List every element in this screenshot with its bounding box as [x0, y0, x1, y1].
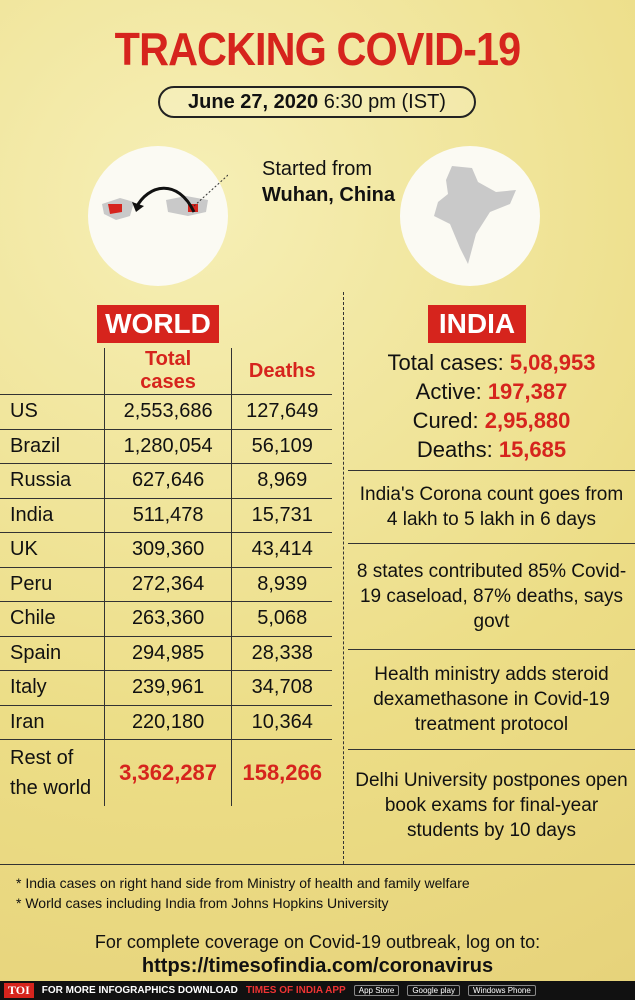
store-badge[interactable]: App Store — [353, 985, 400, 996]
world-map — [102, 165, 239, 220]
table-row: US 2,553,686 127,649 — [0, 394, 332, 430]
table-row: Russia 627,646 8,969 — [0, 463, 332, 499]
india-stats: Total cases: 5,08,953 Active: 197,387 Cure… — [348, 348, 635, 464]
table-row: Iran 220,180 10,364 — [0, 705, 332, 740]
header-row: Total cases Deaths — [0, 348, 332, 395]
stat: Active: 197,387 — [348, 377, 635, 406]
store-badge[interactable]: Windows Phone — [468, 985, 536, 996]
country: Spain — [0, 636, 105, 671]
india-map — [434, 166, 516, 264]
country: Italy — [0, 670, 105, 706]
origin: Started from Wuhan, China — [262, 156, 395, 208]
stat-value: 197,387 — [487, 379, 568, 404]
stat-value: 2,95,880 — [484, 408, 571, 433]
footnote: * World cases including India from Johns… — [16, 895, 389, 911]
footnotes: * India cases on right hand side from Mi… — [0, 864, 635, 913]
cell: 10,364 — [231, 705, 332, 740]
stat-label: Deaths: — [416, 437, 493, 462]
stat-value: 5,08,953 — [509, 350, 596, 375]
stat-value: 15,685 — [498, 437, 567, 462]
india-map-circle — [400, 146, 540, 286]
stat-label: Active: — [415, 379, 482, 404]
cell: 15,731 — [231, 498, 332, 533]
world-label: WORLD — [97, 305, 219, 343]
country: Rest of the world — [10, 746, 92, 799]
rest-row: Rest of the world 3,362,287 158,266 — [0, 739, 332, 806]
cell: 5,068 — [231, 601, 332, 637]
origin-place: Wuhan, China — [262, 184, 395, 206]
country: Peru — [0, 567, 105, 602]
footnote: * India cases on right hand side from Mi… — [16, 875, 470, 891]
coverage: For complete coverage on Covid-19 outbre… — [94, 932, 541, 952]
cell: 220,180 — [103, 705, 232, 740]
cell: 28,338 — [231, 636, 332, 671]
stat-label: Cured: — [412, 408, 479, 433]
world-map-circle — [88, 146, 239, 286]
world-table-body: Total cases Deaths US 2,553,686 127,649 Braz… — [0, 348, 332, 806]
cell: 158,266 — [231, 739, 332, 806]
footer: For complete coverage on Covid-19 outbre… — [0, 930, 635, 978]
bottom-bar: TOI FOR MORE INFOGRAPHICS DOWNLOAD TIMES… — [0, 981, 635, 1000]
stat: Cured: 2,95,880 — [348, 406, 635, 435]
cell: 294,985 — [103, 636, 232, 671]
world-table: Total cases Deaths US 2,553,686 127,649 Braz… — [0, 348, 332, 806]
india-label: INDIA — [428, 305, 526, 343]
cell: 8,969 — [231, 463, 332, 499]
stat: Total cases: 5,08,953 — [348, 348, 635, 377]
cell: 3,362,287 — [103, 739, 232, 806]
cell: 239,961 — [103, 670, 232, 706]
cell: 34,708 — [231, 670, 332, 706]
cell: 2,553,686 — [103, 394, 232, 430]
table-row: Peru 272,364 8,939 — [0, 567, 332, 602]
stat-label: Total cases: — [387, 350, 504, 375]
stat: Deaths: 15,685 — [348, 435, 635, 464]
cell: 1,280,054 — [103, 429, 232, 464]
table-row: Chile 263,360 5,068 — [0, 601, 332, 637]
table-row: Brazil 1,280,054 56,109 — [0, 429, 332, 464]
app-name[interactable]: TIMES OF INDIA APP — [245, 985, 346, 996]
logo: TOI — [4, 983, 34, 998]
table-row: UK 309,360 43,414 — [0, 532, 332, 568]
country: UK — [0, 532, 105, 568]
promo: FOR MORE INFOGRAPHICS DOWNLOAD — [41, 985, 238, 996]
cell: 309,360 — [103, 532, 232, 568]
date: June 27, 2020 — [188, 91, 319, 113]
cell: 8,939 — [231, 567, 332, 602]
country: Russia — [0, 463, 105, 499]
country: US — [0, 394, 105, 430]
cell: 127,649 — [231, 394, 332, 430]
table-row: Spain 294,985 28,338 — [0, 636, 332, 671]
url[interactable]: https://timesofindia.com/coronavirus — [141, 955, 494, 977]
divider — [343, 292, 344, 864]
time: 6:30 pm (IST) — [323, 91, 446, 113]
news-item: Delhi University postpones open book exa… — [348, 749, 635, 861]
country: Chile — [0, 601, 105, 637]
cell: 272,364 — [103, 567, 232, 602]
cell: 511,478 — [103, 498, 232, 533]
cell: 263,360 — [103, 601, 232, 637]
col-header: Deaths — [231, 348, 332, 395]
country: Iran — [0, 705, 105, 740]
news-item: India's Corona count goes from 4 lakh to… — [348, 470, 635, 542]
origin-label: Started from — [262, 158, 373, 180]
title: TRACKING COVID-19 — [114, 23, 522, 75]
cell: 43,414 — [231, 532, 332, 568]
news-item: 8 states contributed 85% Covid-19 caselo… — [348, 543, 635, 649]
table-row: Italy 239,961 34,708 — [0, 670, 332, 706]
news-item: Health ministry adds steroid dexamethaso… — [348, 649, 635, 749]
table-row: India 511,478 15,731 — [0, 498, 332, 533]
cell: 56,109 — [231, 429, 332, 464]
country: Brazil — [0, 429, 105, 464]
country: India — [0, 498, 105, 533]
cell: 627,646 — [103, 463, 232, 499]
date-pill: June 27, 2020 6:30 pm (IST) — [158, 86, 476, 118]
store-badge[interactable]: Google play — [407, 985, 461, 996]
col-header: Total cases — [103, 348, 232, 395]
